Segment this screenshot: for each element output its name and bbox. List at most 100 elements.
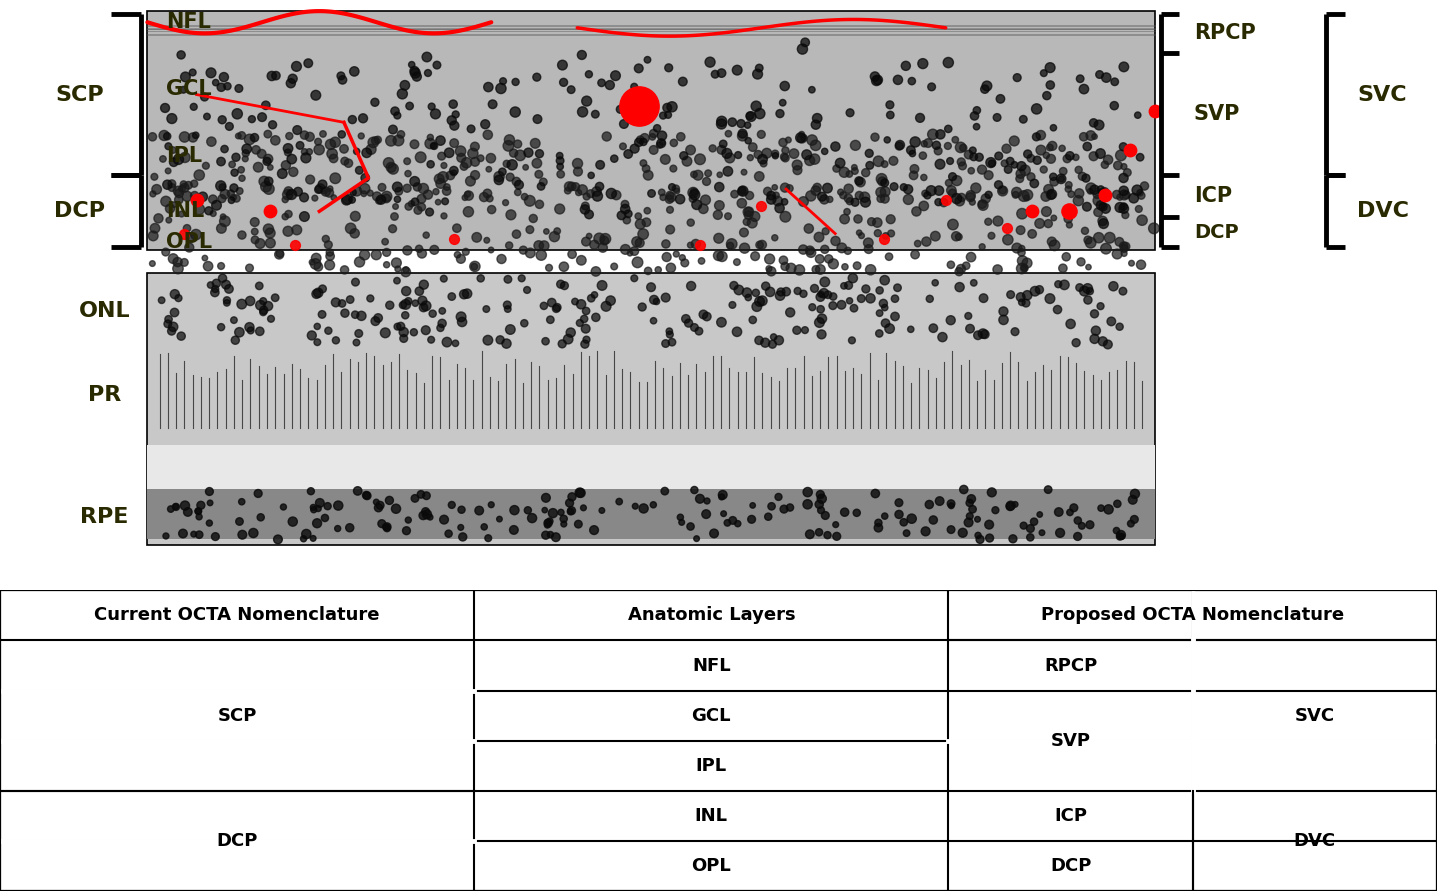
Point	[376, 156, 399, 170]
Point	[950, 155, 973, 169]
Point	[967, 328, 990, 342]
Point	[657, 108, 680, 122]
Point	[1096, 338, 1119, 352]
Point	[1010, 159, 1033, 173]
Point	[987, 149, 1010, 163]
Point	[704, 67, 727, 81]
Point	[308, 143, 331, 157]
Point	[188, 202, 211, 217]
Point	[792, 242, 815, 257]
Text: DCP: DCP	[217, 832, 257, 850]
Point	[302, 531, 325, 545]
Point	[249, 324, 272, 339]
Point	[642, 292, 665, 307]
Point	[1128, 185, 1151, 200]
Point	[375, 189, 398, 203]
Point	[172, 130, 195, 144]
Point	[851, 229, 874, 243]
Point	[274, 209, 297, 224]
Point	[966, 119, 989, 134]
Point	[539, 313, 562, 327]
Point	[428, 172, 451, 186]
Point	[575, 190, 598, 204]
Point	[1106, 159, 1129, 173]
Point	[871, 175, 894, 189]
Point	[888, 139, 911, 153]
Point	[1112, 200, 1135, 214]
Point	[841, 333, 864, 347]
Point	[579, 186, 602, 200]
Point	[532, 298, 555, 313]
Point	[937, 176, 960, 190]
Point	[269, 247, 292, 261]
Point	[685, 198, 708, 212]
Point	[444, 336, 467, 350]
Point	[354, 171, 376, 185]
Point	[274, 159, 297, 173]
Point	[622, 94, 645, 109]
Point	[339, 221, 362, 235]
Point	[1068, 186, 1091, 200]
Point	[750, 127, 773, 142]
Point	[874, 192, 897, 206]
Point	[798, 153, 821, 168]
Point	[231, 527, 254, 542]
Point	[950, 191, 973, 205]
Point	[966, 103, 989, 118]
Point	[392, 331, 415, 346]
Point	[760, 265, 783, 279]
Point	[468, 151, 491, 166]
Point	[162, 306, 185, 320]
Point	[154, 194, 177, 208]
Point	[188, 510, 211, 524]
Point	[172, 83, 195, 97]
Point	[798, 222, 821, 236]
Point	[848, 225, 871, 240]
Point	[792, 194, 815, 208]
Point	[822, 290, 845, 304]
Point	[872, 297, 895, 311]
Point	[1068, 281, 1091, 295]
Point	[772, 135, 795, 150]
Point	[979, 531, 1002, 545]
Point	[348, 163, 371, 177]
Point	[808, 525, 831, 539]
Point	[661, 100, 684, 114]
Point	[1121, 493, 1144, 507]
Point	[938, 154, 961, 168]
Point	[445, 248, 468, 262]
Point	[375, 257, 398, 272]
Point	[318, 257, 341, 272]
Point	[457, 189, 480, 203]
Point	[1050, 141, 1073, 155]
Point	[717, 127, 740, 141]
Point	[838, 194, 861, 208]
Point	[1039, 141, 1062, 155]
Point	[575, 322, 598, 336]
Point	[527, 168, 550, 182]
Point	[703, 527, 726, 541]
Point	[1142, 104, 1165, 119]
Point	[760, 188, 783, 202]
Point	[658, 327, 681, 341]
Point	[754, 336, 777, 350]
Point	[543, 230, 566, 244]
Point	[160, 502, 182, 516]
Point	[980, 486, 1003, 500]
Point	[806, 111, 829, 126]
Point	[230, 228, 253, 242]
Point	[572, 501, 595, 515]
Point	[364, 314, 387, 328]
Point	[1019, 169, 1042, 184]
Point	[496, 157, 519, 171]
Point	[1104, 75, 1127, 89]
Point	[371, 180, 394, 194]
Point	[157, 139, 180, 153]
Point	[530, 248, 553, 262]
Point	[411, 509, 434, 523]
Point	[552, 511, 575, 526]
Point	[467, 503, 490, 518]
Point	[897, 182, 920, 196]
Point	[752, 152, 775, 167]
Point	[642, 314, 665, 328]
